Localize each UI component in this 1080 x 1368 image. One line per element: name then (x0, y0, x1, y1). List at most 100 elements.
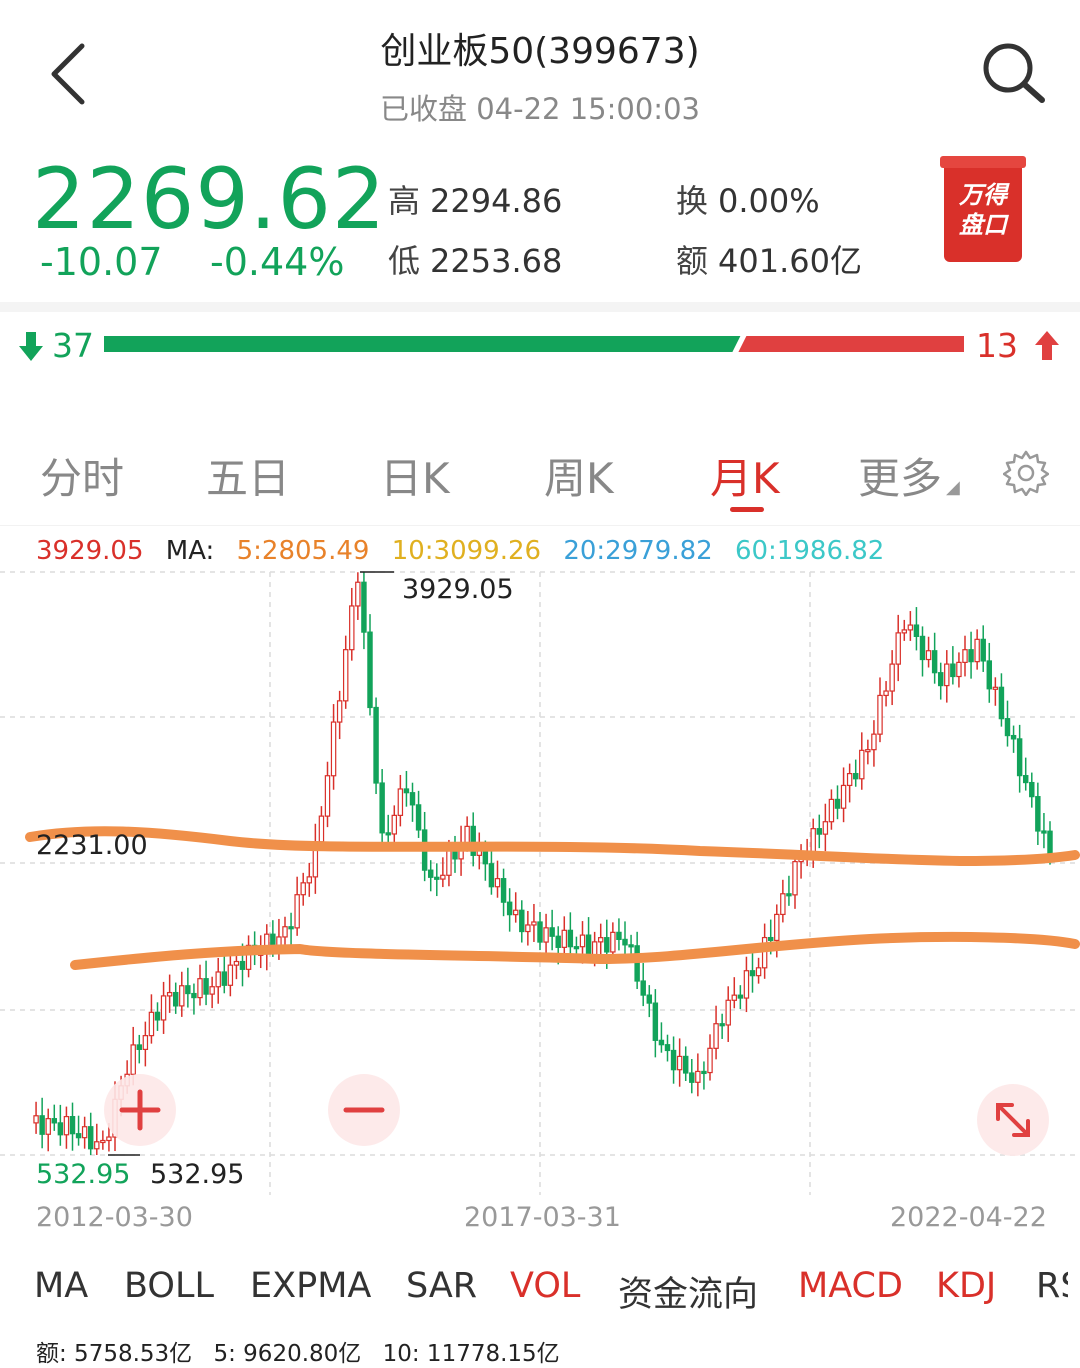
candle-body (937, 672, 944, 687)
candle-body (294, 894, 300, 929)
candle-body (658, 1039, 665, 1046)
expand-icon[interactable] (977, 1084, 1049, 1156)
volume-ma10: 10: 11778.15亿 (382, 1341, 560, 1367)
indicator-expma[interactable]: EXPMA (250, 1266, 372, 1306)
tab-intraday[interactable]: 分时 (40, 454, 125, 503)
indicator-ma[interactable]: MA (34, 1266, 89, 1306)
candle-body (367, 631, 373, 709)
candle-body (1010, 734, 1017, 740)
candle-body (944, 663, 950, 687)
indicator-kdj[interactable]: KDJ (936, 1266, 997, 1306)
page-title: 创业板50(399673) (380, 31, 700, 72)
indicator-boll[interactable]: BOLL (124, 1266, 214, 1306)
candle-body (446, 849, 452, 876)
candle-body (889, 663, 895, 692)
candle-body (585, 934, 592, 956)
tab-monthly-k[interactable]: 月K (710, 454, 780, 503)
candle-body (652, 1002, 659, 1041)
candle-body (434, 876, 440, 880)
x-label-start: 2012-03-30 (36, 1202, 193, 1233)
indicator-sar[interactable]: SAR (406, 1266, 478, 1306)
candle-body (549, 927, 555, 937)
candle-body (616, 931, 622, 941)
candle-body (525, 924, 531, 933)
candle-body (160, 995, 167, 1021)
candle-body (531, 921, 537, 926)
candle-body (500, 878, 507, 903)
candle-body (488, 863, 495, 888)
candle-body (755, 967, 762, 977)
active-tab-indicator (730, 507, 764, 512)
candle-body (306, 876, 313, 884)
candle-body (63, 1116, 70, 1136)
candle-body (1022, 775, 1029, 784)
candle-body (877, 694, 883, 735)
candle-body (749, 970, 756, 977)
legend-ma-label: MA: (165, 536, 215, 566)
candle-body (355, 581, 361, 607)
candle-body (397, 788, 404, 816)
volume-summary: 额: 5758.53亿 5: 9620.80亿 10: 11778.15亿 (36, 1334, 574, 1368)
candle-body (39, 1115, 45, 1135)
indicator-fund-flow[interactable]: 资金流向 (618, 1275, 759, 1315)
candle-body (494, 878, 501, 888)
zoom-out-icon[interactable] (328, 1074, 400, 1146)
indicator-vol[interactable]: VOL (510, 1266, 581, 1306)
candle-body (895, 632, 901, 665)
breadth-bar-down (104, 336, 741, 352)
candle-body (907, 624, 914, 631)
candle-body (185, 985, 191, 995)
wind-depth-badge[interactable]: 万得 盘口 (940, 156, 1026, 262)
kline-chart[interactable]: 3929.05 2231.00 532.95 532.95 (0, 525, 1080, 1195)
legend-ma60: 60:1986.82 (734, 536, 885, 566)
candle-body (950, 663, 956, 678)
candle-body (75, 1133, 82, 1139)
candle-body (106, 1136, 112, 1142)
legend-ma5: 5:2805.49 (236, 536, 370, 566)
tab-daily-k[interactable]: 日K (380, 454, 450, 503)
candle-body (1035, 796, 1041, 832)
candle-body (1016, 738, 1023, 777)
tab-five-day[interactable]: 五日 (206, 454, 291, 503)
candle-body (816, 828, 823, 835)
candle-body (610, 931, 616, 953)
zoom-in-icon[interactable] (104, 1074, 176, 1146)
candle-body (142, 1035, 149, 1050)
candle-body (622, 938, 628, 946)
low-label: 低 (388, 242, 421, 280)
legend-last: 3929.05 (36, 536, 144, 566)
candle-body (774, 913, 780, 942)
candle-body (57, 1122, 64, 1136)
candle-body (919, 635, 926, 661)
section-divider (0, 302, 1080, 312)
candle-body (512, 909, 519, 916)
candle-body (318, 815, 325, 843)
max-marker: 3929.05 (360, 571, 514, 605)
candle-body (761, 936, 768, 969)
indicator-macd[interactable]: MACD (798, 1266, 903, 1306)
candle-body (725, 999, 731, 1026)
candle-body (464, 825, 470, 845)
last-price: 2269.62 (32, 150, 387, 248)
candle-body (865, 749, 871, 753)
candle-body (968, 649, 974, 663)
candle-body (45, 1118, 51, 1135)
candle-body (415, 804, 422, 831)
turnover-label: 换 (676, 182, 709, 220)
candle-body (682, 1055, 689, 1074)
candle-body (130, 1044, 136, 1075)
candle-body (191, 992, 197, 999)
back-arrow-icon[interactable] (40, 38, 100, 108)
price-change-percent: -0.44% (210, 240, 345, 284)
indicator-rsi[interactable]: RS (1036, 1266, 1068, 1306)
candle-body (69, 1116, 76, 1135)
tab-more[interactable]: 更多 ◢ (858, 445, 960, 506)
search-icon[interactable] (972, 38, 1052, 108)
candle-body (409, 792, 416, 806)
candle-body (986, 660, 993, 690)
candle-body (701, 1070, 707, 1075)
high-label: 高 (388, 182, 421, 220)
gear-icon[interactable] (1003, 450, 1049, 496)
annotation-line-upper (25, 826, 1080, 866)
tab-weekly-k[interactable]: 周K (544, 454, 614, 503)
